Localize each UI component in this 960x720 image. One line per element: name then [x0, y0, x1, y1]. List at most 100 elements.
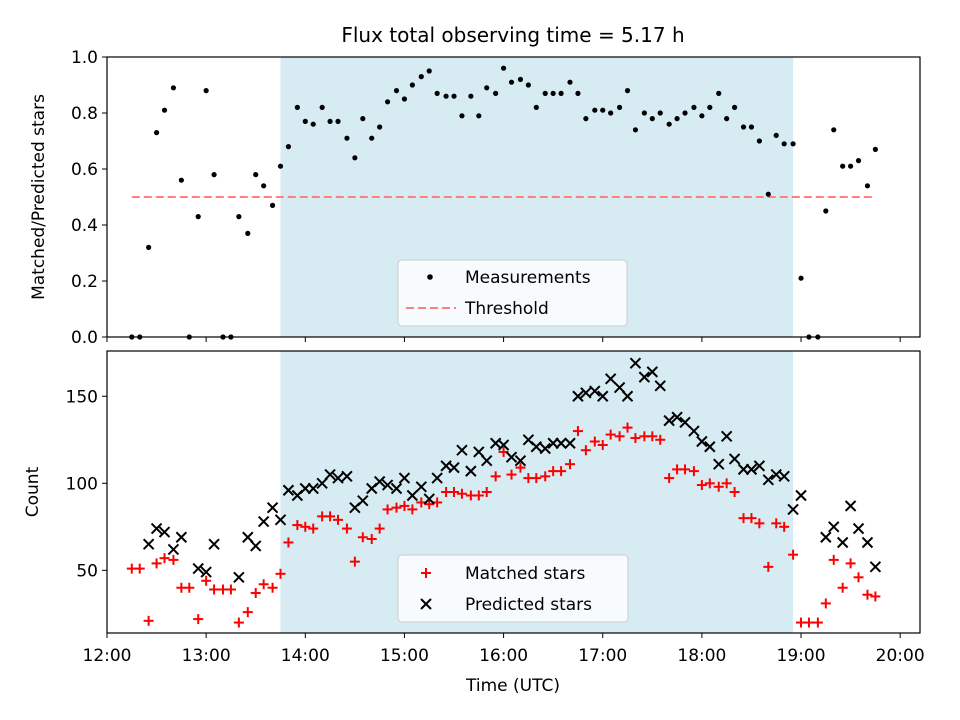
matched-star-point: [729, 487, 740, 497]
measurement-point: [426, 68, 432, 74]
measurement-point: [161, 107, 168, 113]
predicted-star-point: [604, 373, 617, 385]
matched-star-point: [159, 553, 170, 564]
measurement-point: [253, 172, 259, 178]
matched-star-point: [565, 459, 576, 470]
legend-threshold-label: Threshold: [464, 299, 549, 319]
predicted-star-point: [208, 538, 220, 550]
matched-star-point: [357, 532, 368, 543]
measurement-point: [352, 155, 358, 161]
measurement-point: [781, 141, 787, 147]
matched-star-point: [374, 523, 385, 534]
top-y-tick-label: 0.8: [71, 104, 98, 124]
measurement-point: [716, 90, 722, 96]
matched-star-point: [193, 614, 204, 625]
matched-star-point: [250, 587, 261, 598]
matched-star-point: [788, 549, 799, 560]
predicted-star-point: [456, 444, 468, 456]
measurement-point: [756, 138, 762, 144]
measurement-point: [558, 90, 564, 96]
bottom-y-tick-label: 100: [66, 474, 98, 494]
matched-star-point: [812, 617, 823, 628]
predicted-star-point: [390, 482, 403, 495]
matched-star-point: [820, 598, 831, 609]
measurement-point: [525, 82, 531, 88]
matched-star-point: [746, 513, 757, 524]
x-axis-label: Time (UTC): [465, 676, 560, 696]
predicted-star-point: [266, 501, 279, 514]
measurement-point: [344, 135, 350, 141]
measurement-point: [855, 158, 862, 164]
bottom-legend: Matched stars Predicted stars: [397, 554, 629, 623]
predicted-star-point: [580, 387, 592, 399]
predicted-star-point: [753, 460, 766, 472]
predicted-star-point: [465, 465, 477, 477]
matched-star-point: [333, 514, 344, 525]
matched-star-point: [721, 478, 732, 489]
matched-star-point: [242, 607, 253, 618]
matched-star-point: [143, 615, 154, 626]
measurement-point: [699, 113, 705, 119]
matched-star-point: [630, 433, 641, 444]
predicted-star-point: [762, 474, 775, 486]
measurement-point: [335, 118, 341, 124]
top-y-tick-label: 1.0: [71, 48, 98, 68]
measurement-point: [384, 99, 391, 105]
measurement-point: [624, 88, 631, 94]
top-legend-box: [397, 259, 628, 327]
measurement-point: [401, 96, 408, 102]
measurement-point: [261, 183, 267, 189]
matched-star-point: [862, 589, 873, 600]
legend-predicted-label: Predicted stars: [465, 595, 592, 615]
bottom-axes-frame: [106, 350, 921, 634]
matched-star-point: [754, 518, 765, 529]
measurement-point: [765, 191, 771, 197]
matched-star-point: [531, 473, 542, 484]
matched-star-point: [597, 440, 608, 450]
top-panel: 0.0 0.2 0.4 0.6 0.8 1.0 Matched/Predicted sta…: [29, 48, 921, 348]
measurement-point: [369, 135, 375, 141]
measurement-point: [575, 90, 581, 96]
measurement-point: [840, 163, 846, 169]
measurement-point: [533, 104, 539, 110]
matched-star-point: [134, 563, 145, 574]
matched-star-point: [481, 487, 492, 497]
matched-star-point: [308, 523, 319, 534]
predicted-star-point: [539, 442, 551, 455]
measurement-point: [798, 275, 804, 281]
measurement-point: [269, 202, 276, 208]
legend-matched-marker: [421, 568, 431, 578]
matched-star-point: [490, 471, 501, 482]
measurement-point: [319, 104, 325, 110]
measurement-point: [657, 110, 663, 116]
matched-star-point: [572, 426, 583, 437]
measurement-point: [178, 177, 184, 183]
matched-star-point: [233, 617, 244, 628]
x-tick-label: 17:00: [578, 646, 627, 666]
bottom-legend-box: [397, 554, 629, 623]
x-tick-label: 18:00: [677, 646, 726, 666]
measurement-point: [277, 163, 284, 169]
predicted-star-point: [497, 439, 510, 451]
measurement-point: [707, 104, 713, 110]
bottom-y-axis-label: Count: [23, 466, 43, 517]
predicted-star-point: [398, 472, 411, 484]
predicted-star-point: [406, 489, 419, 502]
predicted-star-point: [621, 390, 634, 402]
predicted-star-point: [448, 461, 460, 474]
measurement-point: [542, 90, 548, 96]
measurement-point: [409, 82, 415, 88]
matched-star-point: [325, 511, 336, 522]
matched-star-point: [449, 487, 460, 497]
matched-star-point: [704, 478, 715, 489]
matched-star-point: [424, 499, 435, 510]
predicted-star-point: [555, 437, 567, 449]
measurement-point: [153, 130, 160, 136]
top-marks: [129, 65, 878, 340]
measurement-point: [567, 79, 573, 85]
predicted-star-point: [836, 536, 849, 549]
chart-title: Flux total observing time = 5.17 h: [341, 23, 684, 47]
measurement-point: [203, 88, 209, 94]
predicted-star-point: [505, 451, 518, 463]
x-tick-label: 14:00: [281, 646, 330, 666]
